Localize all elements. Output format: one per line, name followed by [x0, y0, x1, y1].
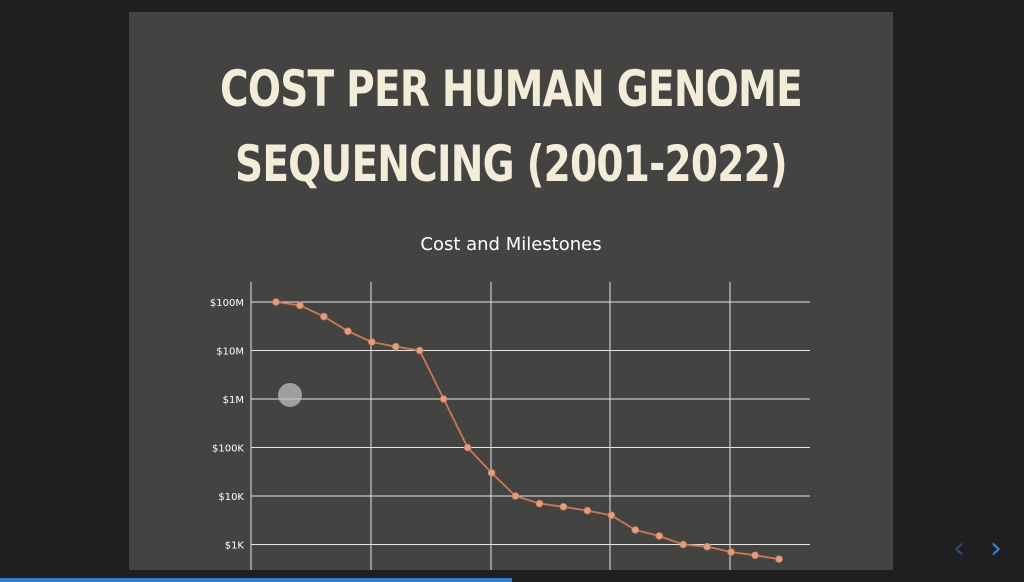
data-point	[344, 327, 352, 335]
data-point	[272, 298, 280, 306]
data-point	[703, 542, 711, 551]
data-point	[559, 502, 568, 511]
data-point	[368, 338, 376, 346]
chevron-left-icon: ‹	[953, 531, 965, 566]
data-point	[439, 395, 448, 403]
data-point	[679, 540, 687, 549]
slide: COST PER HUMAN GENOME SEQUENCING (2001-2…	[129, 12, 893, 570]
data-point	[391, 342, 400, 351]
chart-title: Cost and Milestones	[420, 234, 602, 255]
data-point	[296, 301, 304, 310]
y-tick-label: $100K	[212, 444, 244, 455]
data-point	[583, 506, 592, 515]
cursor-highlight	[278, 383, 302, 407]
slide-progress-fill	[0, 578, 512, 582]
data-point	[415, 346, 424, 355]
slide-title: COST PER HUMAN GENOME SEQUENCING (2001-2…	[213, 52, 809, 202]
slide-title-line-1: COST PER HUMAN GENOME	[220, 60, 803, 118]
cost-chart: $100M $10M $1M $100K $10K $1K	[210, 282, 810, 570]
data-point	[463, 443, 472, 452]
data-point	[655, 532, 664, 540]
data-point	[320, 312, 328, 321]
y-tick-label: $1K	[225, 541, 245, 552]
y-tick-label: $100M	[210, 298, 244, 309]
y-tick-label: $10K	[218, 492, 244, 503]
next-slide-button[interactable]: ›	[990, 534, 1002, 564]
data-point	[631, 526, 640, 534]
slide-progress-bar	[0, 578, 1024, 582]
data-point	[535, 499, 544, 508]
previous-slide-button[interactable]: ‹	[953, 534, 965, 564]
data-point	[511, 492, 520, 500]
data-point	[775, 555, 783, 563]
data-point	[487, 469, 496, 477]
chevron-right-icon: ›	[990, 531, 1002, 566]
data-point	[751, 551, 759, 560]
slide-title-line-2: SEQUENCING (2001-2022)	[235, 135, 788, 193]
data-point	[727, 548, 735, 556]
y-tick-label: $1M	[223, 395, 244, 406]
y-tick-label: $10M	[216, 347, 244, 358]
data-point	[607, 511, 616, 520]
series-line	[275, 301, 780, 560]
